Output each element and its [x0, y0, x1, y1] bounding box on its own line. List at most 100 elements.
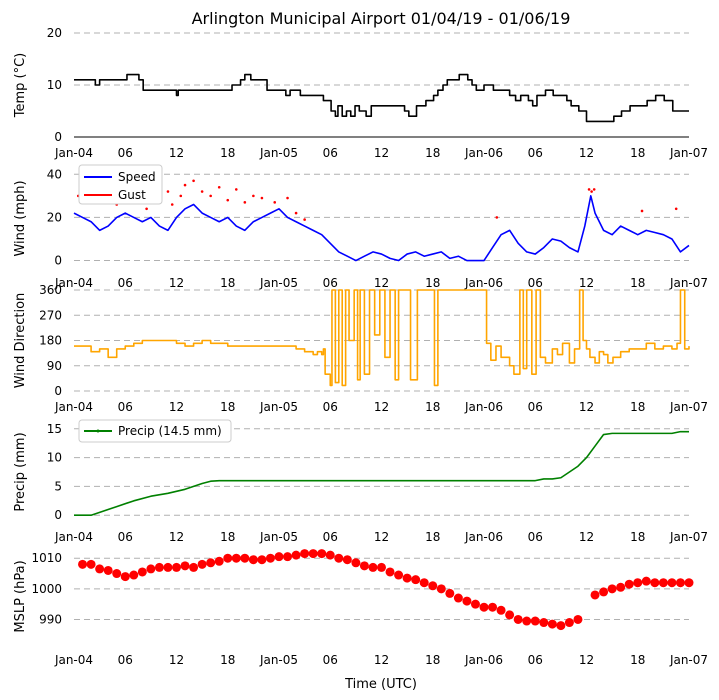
precip-xtick-label: 06 [323, 530, 338, 544]
wind-xtick-label: Jan-04 [54, 276, 93, 290]
wind-direction-panel: 0 90 180 270 360 Wind Direction Jan-04 06 12 18 Ja… [13, 283, 708, 414]
wind-gust-point [590, 190, 593, 193]
mslp-point [103, 565, 113, 575]
mslp-xtick-label: 18 [220, 653, 235, 667]
mslp-point [146, 564, 156, 574]
direction-ytick-label: 360 [39, 283, 62, 297]
mslp-point [479, 602, 489, 612]
temp-xtick-label: Jan-04 [54, 146, 93, 160]
wind-xtick-label: 12 [579, 276, 594, 290]
temp-xtick-label: 18 [220, 146, 235, 160]
mslp-point [573, 614, 583, 624]
wind-gust-point [183, 183, 187, 187]
wind-panel: 0 20 40 Wind (mph) Jan-04 06 12 18 Jan-05 06 12 18 J… [13, 164, 708, 290]
precip-xtick-label: Jan-06 [464, 530, 503, 544]
temp-xtick-label: Jan-07 [669, 146, 708, 160]
precip-series-line [74, 430, 689, 517]
direction-xtick-label: 18 [425, 400, 440, 414]
wind-gust-point [303, 218, 306, 221]
mslp-point [624, 579, 634, 589]
precip-y-axis-label: Precip (mm) [13, 432, 28, 511]
precip-xtick-label: Jan-07 [669, 530, 708, 544]
wind-xtick-label: 06 [118, 276, 133, 290]
wind-xtick-label: Jan-06 [464, 276, 503, 290]
wind-gust-point [495, 216, 499, 219]
precip-xtick-label: Jan-05 [259, 530, 298, 544]
wind-xtick-label: 06 [323, 276, 338, 290]
mslp-xtick-label: Jan-04 [54, 653, 93, 667]
temp-xtick-label: 18 [425, 146, 440, 160]
temp-ytick-label: 0 [54, 130, 62, 144]
temp-xtick-label: 06 [528, 146, 543, 160]
direction-xtick-label: 12 [374, 400, 389, 414]
mslp-point [112, 569, 122, 579]
wind-gust-point [587, 188, 591, 191]
mslp-point [137, 567, 147, 577]
mslp-point [325, 550, 335, 560]
temp-xtick-label: 12 [579, 146, 594, 160]
wind-xtick-label: Jan-07 [669, 276, 708, 290]
direction-xtick-label: 06 [118, 400, 133, 414]
mslp-point [453, 593, 463, 603]
mslp-point [539, 618, 549, 628]
mslp-point [675, 578, 685, 588]
mslp-point [300, 549, 310, 559]
wind-ytick-label: 40 [47, 167, 62, 181]
mslp-xtick-label: 18 [425, 653, 440, 667]
mslp-point [496, 605, 506, 615]
mslp-point [172, 562, 181, 572]
mslp-xtick-label: 06 [528, 653, 543, 667]
direction-xtick-label: 12 [169, 400, 184, 414]
wind-gust-point [234, 188, 238, 191]
temp-ytick-label: 20 [47, 26, 62, 40]
temp-panel: 0 10 20 Temp (°C) Jan-04 06 12 18 Jan-05 06 12 18 Ja… [13, 26, 708, 160]
mslp-xtick-label: Jan-07 [669, 653, 708, 667]
temp-y-axis-label: Temp (°C) [13, 53, 28, 119]
mslp-point [599, 587, 609, 597]
mslp-point [590, 590, 600, 600]
mslp-xtick-label: 06 [323, 653, 338, 667]
wind-xtick-label: 18 [630, 276, 645, 290]
mslp-point [265, 553, 275, 563]
wind-gust-point [260, 196, 264, 200]
mslp-point [154, 562, 164, 572]
precip-xtick-label: 18 [425, 530, 440, 544]
precip-panel: 0 5 10 15 Precip (mm) Jan-04 06 12 18 Jan-05 06 12 1… [13, 419, 708, 544]
temp-xtick-label: 12 [374, 146, 389, 160]
precip-legend-label: Precip (14.5 mm) [118, 424, 222, 438]
precip-xtick-label: 12 [579, 530, 594, 544]
wind-gust-point [217, 185, 221, 189]
precip-xtick-label: 06 [118, 530, 133, 544]
mslp-xtick-label: 18 [630, 653, 645, 667]
wind-gust-point [640, 209, 644, 213]
direction-xtick-label: 06 [323, 400, 338, 414]
direction-ytick-label: 0 [54, 384, 62, 398]
mslp-point [684, 578, 694, 588]
wind-gust-point [252, 194, 255, 198]
mslp-point [351, 558, 361, 568]
direction-ytick-label: 270 [39, 308, 62, 322]
mslp-xtick-label: 12 [169, 653, 184, 667]
mslp-point [78, 559, 88, 569]
mslp-point [470, 599, 480, 609]
wind-gust-point [592, 188, 596, 191]
precip-xtick-label: Jan-04 [54, 530, 93, 544]
temp-series-line [74, 73, 689, 123]
mslp-point [206, 558, 216, 568]
mslp-point [223, 553, 233, 563]
mslp-point [607, 584, 617, 594]
temp-xtick-label: 12 [169, 146, 184, 160]
mslp-point [530, 616, 540, 626]
temp-xtick-label: 06 [118, 146, 133, 160]
mslp-point [402, 573, 412, 583]
mslp-point [163, 562, 173, 572]
wind-gust-point [179, 194, 183, 198]
mslp-point [385, 567, 395, 577]
wind-series-line [73, 195, 690, 262]
wind-xtick-label: 06 [528, 276, 543, 290]
mslp-point [564, 618, 574, 628]
mslp-point [513, 614, 523, 624]
wind-ytick-label: 0 [54, 254, 62, 268]
mslp-point [436, 584, 446, 594]
